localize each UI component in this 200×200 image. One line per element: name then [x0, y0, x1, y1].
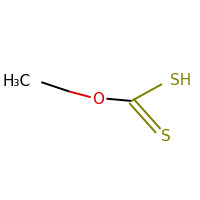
Text: SH: SH [170, 73, 191, 88]
Text: H₃C: H₃C [3, 74, 31, 89]
Text: S: S [161, 129, 171, 144]
Text: O: O [93, 92, 105, 107]
